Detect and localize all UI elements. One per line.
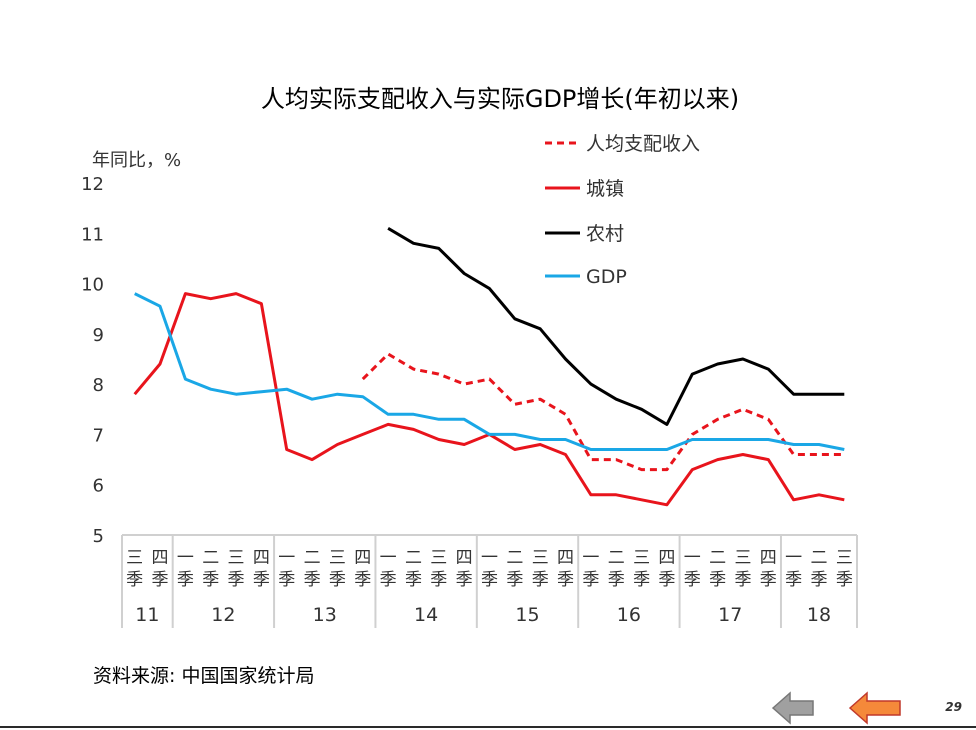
x-tick-year: 13: [313, 604, 337, 626]
source-note: 资料来源: 中国国家统计局: [93, 665, 314, 687]
x-tick-quarter: 一: [481, 548, 498, 568]
x-tick-quarter: 三: [228, 548, 245, 568]
x-tick-quarter-suffix: 季: [430, 570, 447, 590]
x-tick-quarter: 一: [785, 548, 802, 568]
x-tick-year: 11: [135, 604, 159, 626]
x-tick-quarter: 四: [152, 548, 169, 568]
y-tick-label: 6: [93, 476, 104, 497]
legend-label: 人均支配收入: [586, 133, 700, 155]
x-tick-quarter-suffix: 季: [354, 570, 371, 590]
x-axis: 三季四季一季二季三季四季一季二季三季四季一季二季三季四季一季二季三季四季一季二季…: [121, 534, 858, 628]
legend-label: 城镇: [586, 178, 624, 200]
prev-slide-arrow-icon[interactable]: [771, 691, 814, 725]
x-tick-quarter: 四: [658, 548, 675, 568]
x-tick-quarter-suffix: 季: [481, 570, 498, 590]
x-tick-quarter: 四: [253, 548, 270, 568]
x-tick-quarter-suffix: 季: [532, 570, 549, 590]
y-tick-label: 10: [81, 275, 104, 296]
x-tick-quarter-suffix: 季: [760, 570, 777, 590]
x-tick-quarter-suffix: 季: [582, 570, 599, 590]
x-tick-year: 18: [807, 604, 831, 626]
series-line: [134, 292, 845, 451]
x-tick-quarter-suffix: 季: [253, 570, 270, 590]
series-line: [387, 227, 845, 426]
x-tick-quarter-suffix: 季: [785, 570, 802, 590]
x-tick-quarter: 一: [278, 548, 295, 568]
x-tick-quarter-suffix: 季: [684, 570, 701, 590]
x-tick-quarter-suffix: 季: [278, 570, 295, 590]
y-tick-label: 11: [81, 224, 104, 245]
y-axis: 5 6 7 8 9 10 11 12: [81, 174, 104, 547]
legend-label: 农村: [586, 223, 624, 245]
x-tick-quarter: 四: [557, 548, 574, 568]
x-tick-quarter-suffix: 季: [608, 570, 625, 590]
x-tick-quarter: 一: [380, 548, 397, 568]
y-tick-label: 12: [81, 174, 104, 195]
x-tick-quarter-suffix: 季: [329, 570, 346, 590]
x-tick-quarter-suffix: 季: [658, 570, 675, 590]
x-tick-quarter-suffix: 季: [810, 570, 827, 590]
x-tick-quarter: 三: [836, 548, 853, 568]
x-tick-quarter-suffix: 季: [456, 570, 473, 590]
x-tick-year: 15: [515, 604, 539, 626]
x-tick-quarter: 四: [354, 548, 371, 568]
x-tick-quarter-suffix: 季: [304, 570, 321, 590]
x-tick-quarter: 一: [582, 548, 599, 568]
x-tick-quarter-suffix: 季: [557, 570, 574, 590]
x-tick-quarter: 三: [532, 548, 549, 568]
x-tick-quarter: 二: [506, 548, 523, 568]
y-axis-label: 年同比，%: [92, 150, 181, 171]
y-tick-label: 9: [93, 325, 104, 346]
x-tick-quarter: 三: [329, 548, 346, 568]
x-tick-quarter-suffix: 季: [405, 570, 422, 590]
x-tick-quarter-suffix: 季: [709, 570, 726, 590]
x-tick-quarter: 四: [456, 548, 473, 568]
x-tick-quarter-suffix: 季: [633, 570, 650, 590]
x-tick-quarter: 一: [177, 548, 194, 568]
x-tick-quarter: 二: [810, 548, 827, 568]
x-tick-quarter-suffix: 季: [202, 570, 219, 590]
y-tick-label: 7: [93, 425, 104, 446]
x-tick-quarter: 三: [734, 548, 751, 568]
x-tick-quarter: 二: [405, 548, 422, 568]
x-tick-year: 17: [718, 604, 742, 626]
x-tick-quarter-suffix: 季: [506, 570, 523, 590]
x-tick-quarter-suffix: 季: [734, 570, 751, 590]
legend-label: GDP: [586, 266, 627, 288]
next-slide-arrow-icon[interactable]: [848, 691, 901, 725]
chart-title: 人均实际支配收入与实际GDP增长(年初以来): [261, 85, 739, 113]
x-tick-quarter: 三: [430, 548, 447, 568]
x-tick-quarter: 二: [709, 548, 726, 568]
y-tick-label: 5: [93, 526, 104, 547]
x-tick-year: 14: [414, 604, 438, 626]
x-tick-quarter: 二: [304, 548, 321, 568]
x-tick-quarter-suffix: 季: [126, 570, 143, 590]
page-number: 29: [945, 700, 962, 714]
x-tick-quarter: 三: [633, 548, 650, 568]
plot-area: [133, 227, 845, 507]
y-tick-label: 8: [93, 375, 104, 396]
x-tick-quarter: 三: [126, 548, 143, 568]
x-tick-quarter-suffix: 季: [836, 570, 853, 590]
x-tick-quarter: 二: [202, 548, 219, 568]
x-tick-quarter-suffix: 季: [228, 570, 245, 590]
x-tick-year: 12: [211, 604, 235, 626]
x-tick-quarter: 二: [608, 548, 625, 568]
x-tick-quarter: 四: [760, 548, 777, 568]
x-tick-quarter-suffix: 季: [152, 570, 169, 590]
x-tick-quarter: 一: [684, 548, 701, 568]
x-tick-quarter-suffix: 季: [380, 570, 397, 590]
x-tick-year: 16: [617, 604, 641, 626]
series-line: [133, 292, 845, 507]
x-tick-quarter-suffix: 季: [177, 570, 194, 590]
